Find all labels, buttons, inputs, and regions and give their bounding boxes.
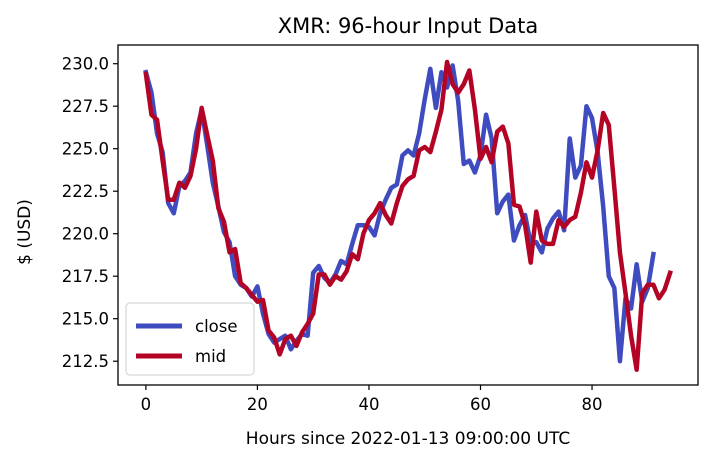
x-axis-ticks: 0 20 40 60 80 bbox=[141, 385, 603, 414]
chart-title: XMR: 96-hour Input Data bbox=[278, 14, 538, 38]
legend-box bbox=[125, 302, 255, 376]
series-layer bbox=[143, 59, 673, 372]
y-tick-label: 212.5 bbox=[62, 352, 109, 371]
y-tick-label: 225.0 bbox=[62, 140, 109, 159]
x-axis-label: Hours since 2022-01-13 09:00:00 UTC bbox=[246, 429, 570, 449]
x-tick-label: 40 bbox=[358, 395, 379, 414]
legend-label-mid: mid bbox=[195, 347, 226, 366]
y-tick-label: 227.5 bbox=[62, 97, 109, 116]
y-tick-label: 215.0 bbox=[62, 310, 109, 329]
y-tick-label: 220.0 bbox=[62, 225, 109, 244]
x-tick-label: 0 bbox=[141, 395, 152, 414]
y-axis-label: $ (USD) bbox=[15, 199, 35, 265]
x-tick-label: 80 bbox=[582, 395, 603, 414]
series-line-mid bbox=[143, 59, 673, 372]
legend-label-close: close bbox=[195, 317, 238, 336]
axes-frame bbox=[117, 44, 699, 386]
y-tick-label: 222.5 bbox=[62, 182, 109, 201]
y-tick-label: 217.5 bbox=[62, 267, 109, 286]
y-axis-ticks: 212.5 215.0 217.5 220.0 222.5 225.0 227.5 230.0 bbox=[62, 55, 118, 371]
x-tick-label: 60 bbox=[470, 395, 491, 414]
legend: close mid bbox=[125, 302, 255, 376]
y-tick-label: 230.0 bbox=[62, 55, 109, 74]
x-tick-label: 20 bbox=[247, 395, 268, 414]
